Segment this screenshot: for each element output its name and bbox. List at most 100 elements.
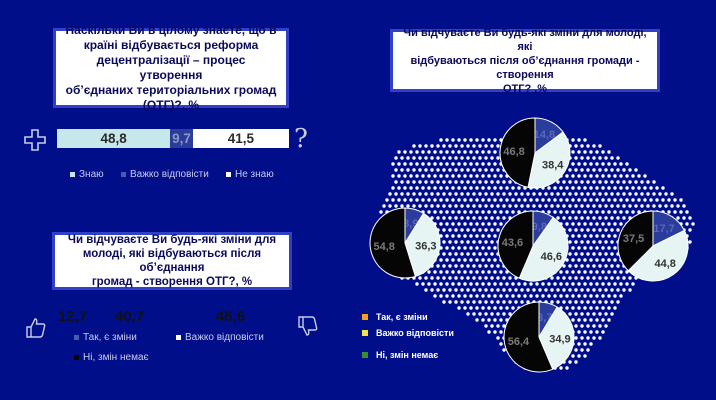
- map-dot: [427, 162, 431, 166]
- map-dot: [493, 246, 497, 250]
- map-dot: [460, 252, 464, 256]
- map-dot: [451, 234, 455, 238]
- map-dot: [490, 252, 494, 256]
- map-dot: [568, 252, 572, 256]
- map-dot: [406, 192, 410, 196]
- map-dot: [451, 174, 455, 178]
- pie-label: 14,8: [534, 129, 555, 141]
- map-dot: [568, 216, 572, 220]
- map-dot: [427, 174, 431, 178]
- map-dot: [478, 168, 482, 172]
- legend-swatch: [362, 314, 368, 320]
- map-dot: [487, 234, 491, 238]
- map-dot: [421, 162, 425, 166]
- map-dot: [424, 204, 428, 208]
- map-dot: [676, 204, 680, 208]
- map-dot: [604, 180, 608, 184]
- map-dot: [466, 216, 470, 220]
- map-dot: [484, 312, 488, 316]
- map-dot: [412, 156, 416, 160]
- map-dot: [505, 270, 509, 274]
- map-dot: [484, 168, 488, 172]
- pie-label: 17,7: [653, 223, 674, 235]
- map-dot: [574, 144, 578, 148]
- map-dot: [466, 312, 470, 316]
- map-dot: [436, 276, 440, 280]
- map-dot: [445, 246, 449, 250]
- map-dot: [460, 168, 464, 172]
- map-dot: [454, 240, 458, 244]
- map-dot: [595, 318, 599, 322]
- map-dot: [406, 168, 410, 172]
- map-dot: [547, 282, 551, 286]
- map-dot: [568, 204, 572, 208]
- map-dot: [445, 258, 449, 262]
- map-dot: [472, 204, 476, 208]
- map-legend-yes: Так, є зміни: [362, 312, 428, 322]
- map-dot: [577, 270, 581, 274]
- map-dot: [439, 282, 443, 286]
- map-dot: [448, 264, 452, 268]
- map-dot: [496, 276, 500, 280]
- map-dot: [580, 288, 584, 292]
- map-dot: [619, 174, 623, 178]
- map-dot: [460, 300, 464, 304]
- map-dot: [526, 288, 530, 292]
- map-dot: [616, 276, 620, 280]
- map-dot: [568, 240, 572, 244]
- map-dot: [478, 156, 482, 160]
- map-dot: [493, 330, 497, 334]
- map-dot: [427, 282, 431, 286]
- map-dot: [616, 216, 620, 220]
- map-dot: [463, 246, 467, 250]
- map-dot: [523, 294, 527, 298]
- map-dot: [628, 180, 632, 184]
- map-dot: [481, 246, 485, 250]
- map-dot: [595, 234, 599, 238]
- map-dot: [433, 294, 437, 298]
- map-dot: [670, 204, 674, 208]
- map-dot: [472, 276, 476, 280]
- map-dot: [652, 180, 656, 184]
- map-dot: [688, 228, 692, 232]
- map-dot: [595, 174, 599, 178]
- map-dot: [601, 294, 605, 298]
- map-dot: [589, 330, 593, 334]
- map-dot: [580, 168, 584, 172]
- map-dot: [604, 324, 608, 328]
- map-dot: [466, 300, 470, 304]
- map-dot: [583, 354, 587, 358]
- map-dot: [601, 222, 605, 226]
- map-dot: [421, 282, 425, 286]
- map-dot: [613, 198, 617, 202]
- map-dot: [583, 222, 587, 226]
- knowledge-stacked-bar: 48,8 9,7 41,5: [57, 129, 289, 148]
- map-dot: [544, 204, 548, 208]
- map-dot: [637, 210, 641, 214]
- map-dot: [484, 192, 488, 196]
- map-dot: [592, 192, 596, 196]
- map-dot: [481, 270, 485, 274]
- map-dot: [475, 150, 479, 154]
- pie-slice: [499, 117, 536, 188]
- map-dot: [631, 282, 635, 286]
- map-dot: [457, 222, 461, 226]
- map-dot: [418, 276, 422, 280]
- map-dot: [571, 246, 575, 250]
- map-dot: [589, 198, 593, 202]
- map-dot: [439, 210, 443, 214]
- map-dot: [589, 258, 593, 262]
- map-dot: [616, 156, 620, 160]
- map-dot: [613, 282, 617, 286]
- map-dot: [442, 300, 446, 304]
- map-dot: [475, 258, 479, 262]
- map-dot: [487, 306, 491, 310]
- map-dot: [589, 210, 593, 214]
- pie-slice: [503, 301, 554, 373]
- map-dot: [397, 162, 401, 166]
- map-dot: [436, 288, 440, 292]
- map-dot: [505, 294, 509, 298]
- map-dot: [427, 186, 431, 190]
- map-dot: [571, 222, 575, 226]
- map-dot: [382, 204, 386, 208]
